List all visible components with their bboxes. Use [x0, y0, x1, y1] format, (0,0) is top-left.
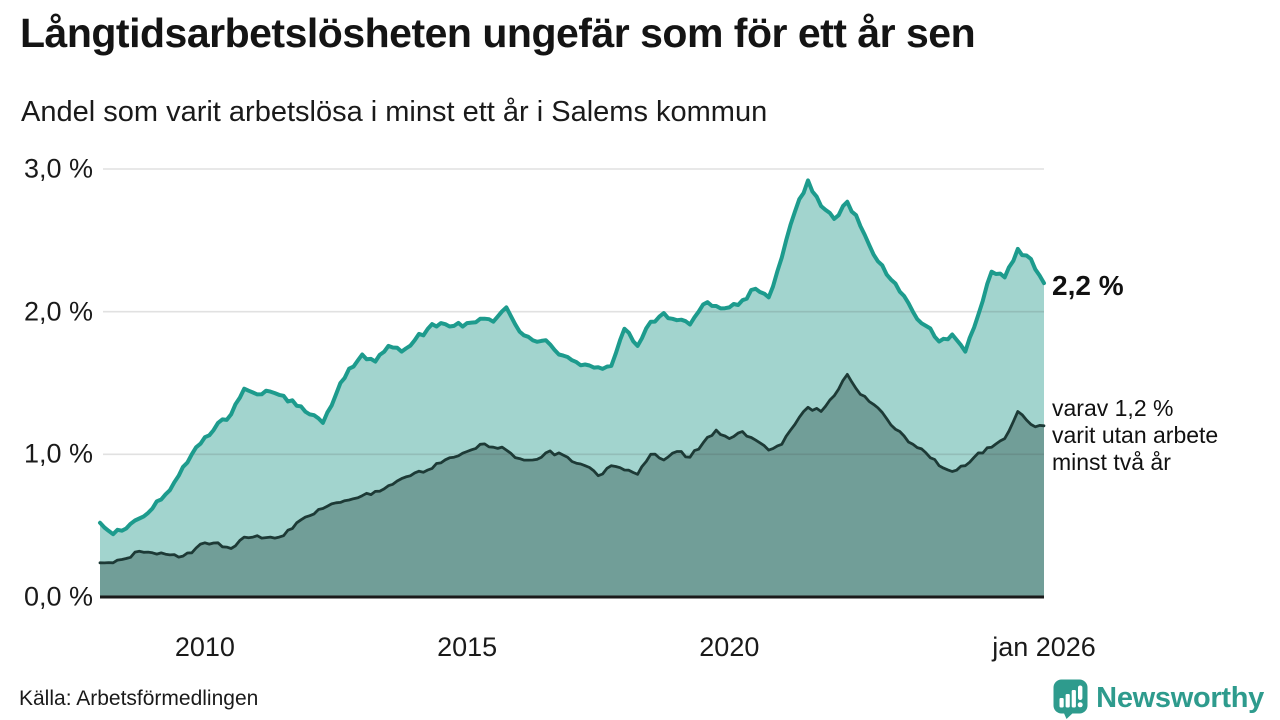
page-subtitle: Andel som varit arbetslösa i minst ett å… [21, 96, 768, 128]
y-tick-label-0: 0,0 % [23, 581, 93, 612]
newsworthy-chart-bubble-icon [1053, 679, 1088, 719]
newsworthy-logo: Newsworthy [1052, 678, 1264, 719]
x-tick-label-2015: 2015 [437, 632, 498, 662]
two-year-annotation-line-1: varav 1,2 % [1052, 395, 1174, 421]
x-tick-label-2020: 2020 [699, 632, 760, 662]
total-line [98, 178, 1046, 537]
gridlines [103, 168, 1044, 456]
two-year-annotation: varav 1,2 % varit utan arbete minst två … [1052, 395, 1218, 476]
two-year-line [98, 373, 1046, 565]
two-year-area-fill [100, 374, 1044, 597]
page-title: Långtidsarbetslösheten ungefär som för e… [20, 10, 976, 56]
source-credit: Källa: Arbetsförmedlingen [19, 687, 259, 710]
x-tick-label-jan-2026: jan 2026 [992, 632, 1096, 662]
newsworthy-wordmark: Newsworthy [1096, 682, 1264, 714]
y-tick-label-3: 3,0 % [23, 153, 93, 184]
x-tick-label-2010: 2010 [174, 632, 235, 662]
y-tick-label-1: 1,0 % [23, 438, 93, 469]
two-year-annotation-line-2: varit utan arbete [1052, 422, 1219, 448]
two-year-annotation-line-3: minst två år [1052, 449, 1171, 475]
y-tick-label-2: 2,0 % [23, 296, 93, 327]
latest-value-label: 2,2 % [1052, 270, 1124, 301]
